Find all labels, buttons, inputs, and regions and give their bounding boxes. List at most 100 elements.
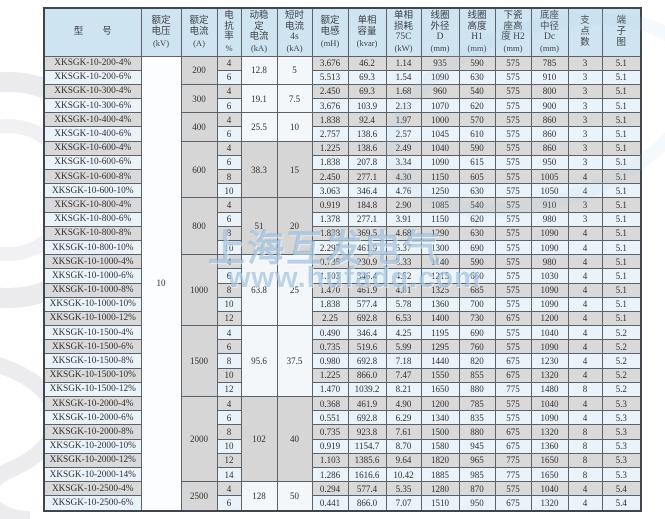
cell-dc: 1040 [530,395,569,412]
cell-dc: 1320 [530,367,569,383]
cell-diagram: 5.1 [601,55,642,71]
cell-rated-current: 2000 [180,395,218,483]
cell-diagram: 5.3 [601,452,642,468]
cell-points: 8 [567,452,603,468]
cell-h1: 870 [458,481,496,497]
cell-h1: 985 [458,466,496,483]
cell-dc: 1360 [530,438,569,454]
cell-kw: 3.33 [385,254,422,270]
cell-d: 1150 [420,168,460,185]
cell-model: XKSGK-10-600-8% [43,168,142,185]
cell-h2: 575 [494,325,532,341]
cell-kvar: 866.0 [347,495,387,512]
cell-h1: 615 [458,154,496,171]
cell-model: XKSGK-10-800-10% [43,239,142,256]
cell-diagram: 5.1 [601,112,642,128]
table-row: XKSGK-10-1500-12% 12 1.470 1039.2 8.21 1650 88… [43,381,642,398]
cell-kvar: 207.8 [347,154,387,171]
table-row: XKSGK-10-2000-8% 8 0.735 923.8 7.61 1500 880 67… [43,424,642,440]
cell-reactance: 12 [216,310,242,327]
cell-h1: 590 [458,140,496,156]
cell-h1: 965 [458,452,496,468]
table-row: XKSGK-10-1500-6% 6 0.735 519.6 5.99 1295 760 57… [43,339,642,355]
cell-h2: 575 [494,239,532,256]
cell-h2: 575 [494,410,532,426]
cell-h1: 730 [458,310,496,327]
cell-kw: 2.49 [385,140,422,156]
cell-d: 1360 [420,296,460,312]
cell-d: 1040 [420,140,460,156]
cell-model: XKSGK-10-2000-6% [43,410,142,426]
cell-dc: 1090 [530,410,569,426]
cell-h1: 620 [458,211,496,227]
cell-reactance: 4 [216,83,242,100]
cell-points: 8 [567,424,603,440]
cell-kw: 10.42 [385,466,422,483]
cell-reactance: 10 [216,183,242,199]
cell-diagram: 5.2 [601,381,642,398]
cell-h1: 570 [458,112,496,128]
cell-kvar: 138.6 [347,126,387,142]
cell-diagram: 5.1 [601,83,642,100]
cell-points: 4 [567,254,603,270]
cell-rated-current: 600 [180,140,218,199]
cell-h1: 690 [458,239,496,256]
cell-dc: 1090 [530,225,569,241]
cell-d: 1290 [420,225,460,241]
cell-points: 4 [567,325,603,341]
cell-d: 1440 [420,353,460,369]
cell-kw: 2.90 [385,197,422,213]
cell-diagram: 5.1 [601,310,642,327]
cell-kvar: 103.9 [347,98,387,114]
cell-h1: 605 [458,168,496,185]
cell-dc: 1030 [530,268,569,284]
cell-diagram: 5.3 [601,466,642,483]
column-header-reactance: 电 抗 率% [216,7,242,57]
cell-mh: 5.513 [311,69,349,85]
cell-rated-current: 400 [180,112,218,142]
cell-points: 3 [567,154,603,171]
cell-h2: 575 [494,55,532,71]
cell-mh: 2.25 [311,310,349,327]
cell-model: XKSGK-10-2000-12% [43,452,142,468]
table-row: XKSGK-10-1000-12% 12 2.25 692.8 6.53 1400 730 6… [43,310,642,327]
cell-dc: 800 [530,83,569,100]
table-row: XKSGK-10-800-6% 6 1.378 277.1 3.91 1150 620 575… [43,211,642,227]
cell-points: 4 [567,183,603,199]
cell-reactance: 6 [216,410,242,426]
cell-h2: 575 [494,98,532,114]
cell-diagram: 5.1 [601,282,642,298]
cell-model: XKSGK-10-2000-4% [43,395,142,412]
cell-h1: 630 [458,69,496,85]
cell-diagram: 5.2 [601,367,642,383]
cell-mh: 0.735 [311,424,349,440]
cell-points: 3 [567,83,603,100]
cell-short-time-current: 25 [276,254,313,327]
cell-kvar: 277.1 [347,168,387,185]
table-row: XKSGK-10-600-8% 8 2.450 277.1 4.30 1150 605 575… [43,168,642,185]
cell-model: XKSGK-10-2500-6% [43,495,142,512]
cell-kvar: 369.5 [347,225,387,241]
cell-h2: 675 [494,438,532,454]
cell-kw: 8.21 [385,381,422,398]
table-row: XKSGK-10-1000-10% 10 1.838 577.4 5.78 1360 700… [43,296,642,312]
cell-reactance: 4 [216,140,242,156]
cell-kvar: 346.4 [347,325,387,341]
cell-reactance: 10 [216,296,242,312]
cell-diagram: 5.1 [601,197,642,213]
cell-model: XKSGK-10-300-4% [43,83,142,100]
cell-h2: 675 [494,424,532,440]
cell-d: 1280 [420,481,460,497]
table-row: XKSGK-10-800-4% 800 4 51 20 0.919 184.8 2.90 108… [43,197,642,256]
cell-kvar: 692.8 [347,310,387,327]
cell-short-time-current: 40 [276,395,313,483]
cell-short-time-current: 10 [276,112,313,142]
cell-h1: 880 [458,381,496,398]
cell-d: 935 [420,55,460,71]
cell-mh: 3.676 [311,55,349,71]
cell-reactance: 8 [216,225,242,241]
cell-model: XKSGK-10-200-4% [43,55,142,71]
cell-kw: 6.29 [385,410,422,426]
cell-h1: 950 [458,495,496,512]
cell-short-time-current: 37.5 [276,325,313,397]
